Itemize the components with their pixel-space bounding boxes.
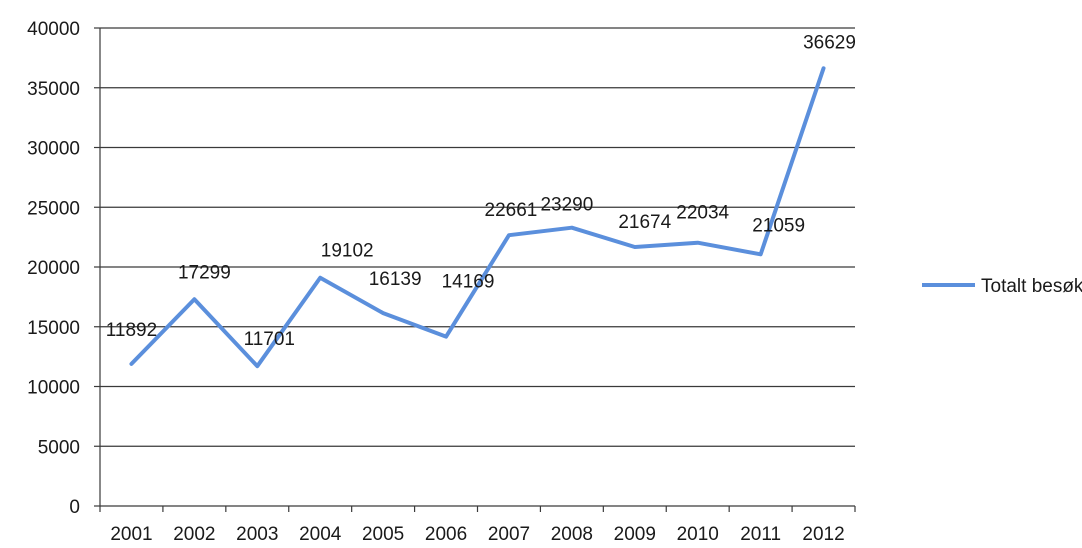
data-label: 11892	[106, 320, 157, 341]
y-tick-label: 10000	[27, 378, 80, 399]
x-tick-label: 2011	[740, 524, 781, 545]
y-tick-label: 35000	[27, 79, 80, 100]
y-axis-tick-labels: 0 5000 10000 15000 20000 25000 30000 35000 40000	[27, 19, 80, 518]
x-tick-label: 2005	[362, 524, 404, 545]
data-label: 16139	[369, 269, 422, 290]
data-labels: 11892 17299 11701 19102 16139 14169 22661 23290…	[106, 32, 856, 350]
data-label: 17299	[178, 262, 231, 283]
data-label: 21674	[618, 212, 671, 233]
y-tick-label: 15000	[27, 318, 80, 339]
y-tick-label: 40000	[27, 19, 80, 40]
x-tick-label: 2001	[110, 524, 152, 545]
legend: Totalt besøk	[922, 276, 1082, 297]
y-tick-label: 5000	[38, 437, 80, 458]
data-label: 14169	[442, 272, 495, 293]
series-line	[129, 66, 826, 369]
x-tick-label: 2007	[488, 524, 530, 545]
x-tick-label: 2004	[299, 524, 342, 545]
series-layer	[129, 66, 826, 369]
x-tick-label: 2008	[551, 524, 593, 545]
data-label: 22661	[485, 200, 538, 221]
x-tick-label: 2006	[425, 524, 467, 545]
x-tick-label: 2009	[614, 524, 656, 545]
data-label: 11701	[244, 329, 295, 350]
axes	[99, 28, 856, 512]
y-tick-label: 30000	[27, 139, 80, 160]
gridlines	[94, 27, 855, 507]
x-tick-label: 2003	[236, 524, 278, 545]
y-tick-label: 25000	[27, 198, 80, 219]
data-label: 19102	[321, 241, 374, 262]
x-axis-tick-labels: 2001 2002 2003 2004 2005 2006 2007 2008 2009 2010…	[110, 524, 844, 545]
y-tick-label: 20000	[27, 258, 80, 279]
x-tick-label: 2012	[802, 524, 844, 545]
y-tick-label: 0	[69, 497, 80, 518]
data-label: 22034	[676, 203, 729, 224]
x-tick-label: 2002	[173, 524, 215, 545]
data-label: 23290	[540, 195, 593, 216]
legend-entry-label: Totalt besøk	[981, 276, 1082, 297]
data-label: 21059	[752, 215, 805, 236]
x-tick-label: 2010	[677, 524, 719, 545]
data-label: 36629	[803, 32, 856, 53]
